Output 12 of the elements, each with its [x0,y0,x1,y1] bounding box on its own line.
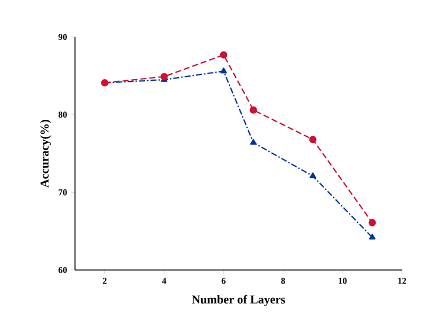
x-tick-label: 2 [102,278,107,284]
x-tick-label: 10 [338,278,347,284]
y-tick-label: 90 [58,34,67,40]
x-axis-title: Number of Layers [192,295,286,306]
x-tick-label: 4 [162,278,166,284]
x-tick-label: 12 [398,278,406,284]
x-tick-label: 8 [281,278,286,284]
y-tick-label: 70 [58,189,67,196]
y-tick-label: 60 [58,266,67,274]
y-tick-label: 80 [58,112,67,118]
x-tick-label: 6 [222,278,226,284]
y-axis-title: Accuracy(%) [40,120,52,188]
